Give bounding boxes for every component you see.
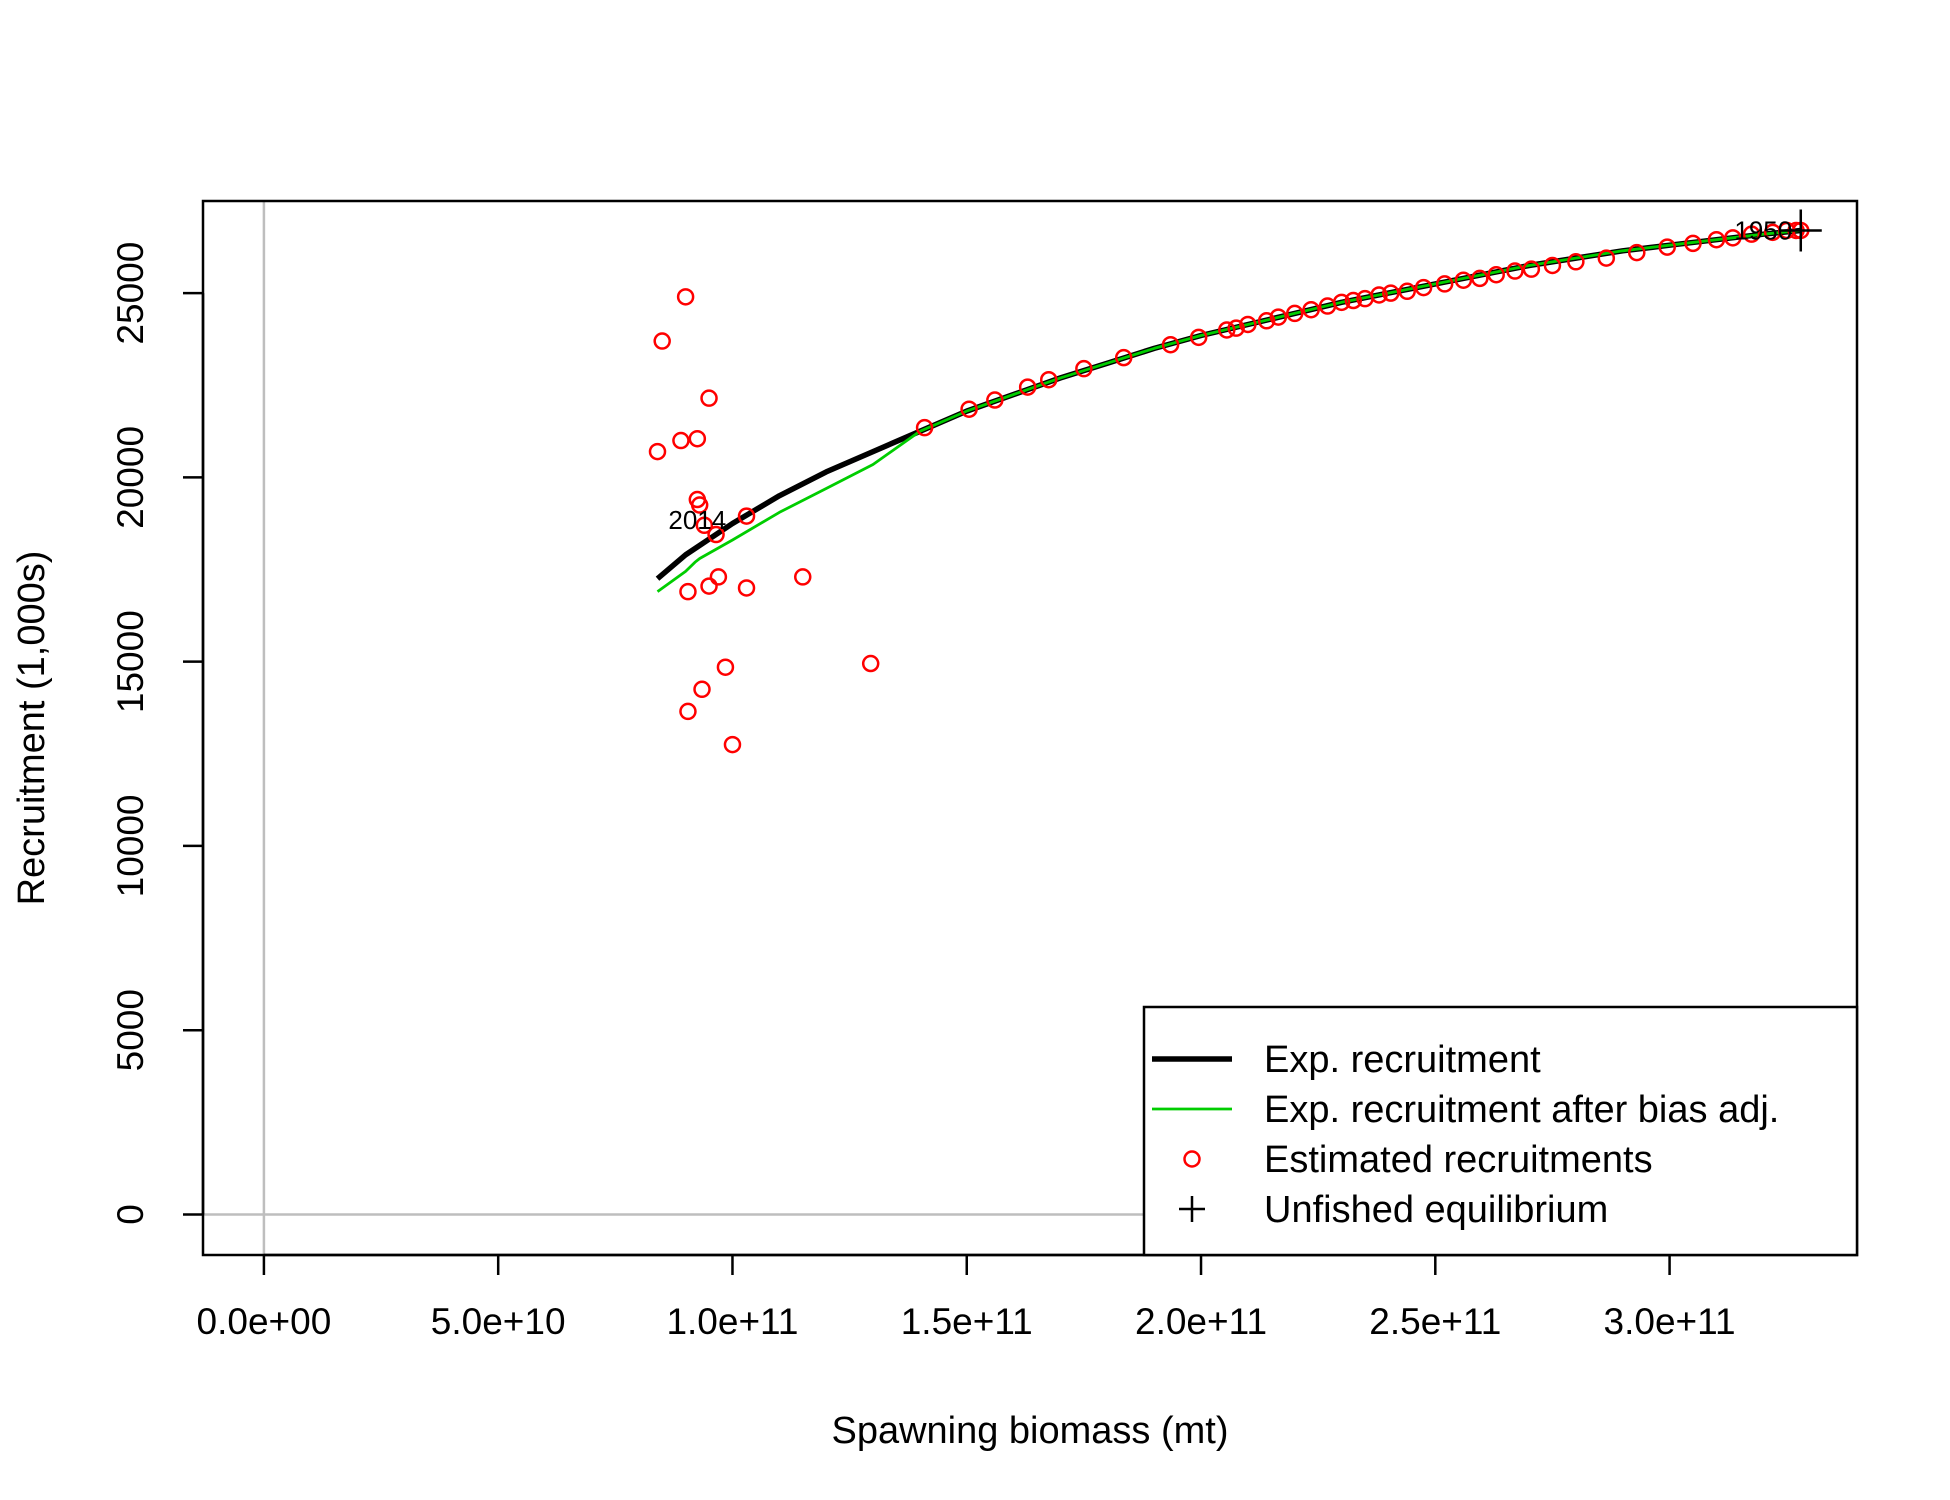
recruitment-point [676, 288, 695, 306]
recruitment-point [1269, 308, 1288, 326]
x-tick-label: 1.0e+11 [666, 1301, 798, 1342]
recruitment-point [693, 680, 711, 699]
x-tick-label: 0.0e+00 [197, 1301, 332, 1342]
recruitment-point [716, 658, 735, 676]
recruitment-point [1742, 225, 1761, 243]
legend-entry-label: Exp. recruitment after bias adj. [1264, 1089, 1779, 1131]
x-tick-label: 5.0e+10 [431, 1301, 566, 1342]
recruitment-point [1487, 265, 1505, 284]
recruitment-point [1239, 315, 1257, 334]
recruitment-point [1018, 378, 1037, 396]
y-tick-label: 15000 [110, 610, 151, 713]
recruitment-point [1398, 282, 1416, 301]
recruitment-point [737, 507, 756, 525]
recruitment-point [737, 579, 756, 597]
year-annotation: 2014 [668, 505, 726, 535]
recruitment-point [700, 577, 718, 595]
recruitment-point [1285, 304, 1304, 323]
recruitment-point [723, 735, 742, 754]
recruitment-point [1189, 328, 1208, 347]
recruitment-point [960, 400, 978, 418]
recruitment-point [672, 431, 690, 450]
recruitment-point [1227, 319, 1245, 337]
y-tick-label: 25000 [110, 242, 151, 345]
legend-box [1142, 1005, 1859, 1257]
recruitment-point [794, 568, 812, 586]
recruitment-point [653, 332, 671, 350]
legend-symbol-circle [1183, 1150, 1201, 1168]
recruitment-point [1302, 300, 1320, 319]
recruitment-point [1684, 234, 1702, 253]
recruitment-point [1724, 229, 1742, 247]
y-tick-label: 0 [110, 1204, 151, 1225]
legend-symbol-plus [1179, 1196, 1205, 1222]
x-axis: 0.0e+00 5.0e+10 1.0e+11 1.5e+11 2.0e+11 2.5e+… [197, 1253, 1736, 1342]
y-tick-label: 20000 [110, 426, 151, 529]
recruitment-point [1332, 293, 1351, 312]
recruitment-point [707, 525, 725, 544]
recruitment-point [1567, 253, 1585, 271]
series-line [656, 229, 1801, 593]
recruitment-point [1344, 291, 1363, 310]
x-axis-label: Spawning biomass (mt) [831, 1410, 1228, 1452]
recruitment-point [1039, 370, 1058, 389]
recruitment-point [915, 418, 934, 437]
y-tick-label: 10000 [110, 794, 151, 897]
x-tick-label: 2.5e+11 [1369, 1301, 1501, 1342]
recruitment-point [1658, 238, 1676, 256]
recruitment-point [1522, 260, 1541, 278]
recruitment-point [690, 496, 709, 514]
recruitment-point [679, 702, 697, 721]
y-axis-label: Recruitment (1,000s) [11, 551, 53, 906]
legend-entry-label: Unfished equilibrium [1264, 1189, 1608, 1231]
recruitment-point [679, 582, 697, 601]
recruitment-point [1382, 284, 1400, 302]
recruitment-point [1075, 359, 1093, 378]
unfished-equilibrium-marker [1779, 209, 1822, 252]
recruitment-point [709, 568, 728, 586]
legend-entry-label: Exp. recruitment [1264, 1039, 1541, 1081]
recruitment-point [700, 389, 718, 407]
recruitment-point [986, 391, 1004, 409]
year-annotation: 1950 [1734, 215, 1792, 245]
recruitment-point [695, 516, 714, 535]
recruitment-point [1454, 271, 1473, 289]
recruitment-point [1597, 249, 1616, 267]
series-layer [648, 209, 1822, 754]
recruitment-point [1370, 286, 1388, 304]
recruitment-point [1707, 230, 1726, 249]
recruitment-point [688, 429, 707, 448]
series-line [655, 227, 1802, 581]
recruitment-point [1161, 335, 1180, 354]
recruitment-point [1414, 278, 1433, 297]
recruitment-point [1435, 275, 1454, 293]
recruitment-point [1257, 312, 1276, 330]
recruitment-point [1628, 243, 1646, 262]
annotations: 2014 1950 [668, 215, 1792, 534]
recruitment-point [1543, 256, 1562, 275]
recruitment-point [1471, 269, 1489, 288]
y-tick-label: 5000 [110, 989, 151, 1071]
recruitment-point [861, 654, 880, 673]
recruitment-point [1114, 348, 1133, 367]
x-tick-label: 3.0e+11 [1604, 1301, 1736, 1342]
y-axis: 0 5000 10000 15000 20000 25000 [110, 242, 205, 1225]
x-tick-label: 2.0e+11 [1135, 1301, 1267, 1342]
legend: Exp. recruitment Exp. recruitment after b… [1142, 1005, 1859, 1257]
recruitment-point [1506, 262, 1524, 280]
x-tick-label: 1.5e+11 [901, 1301, 1033, 1342]
recruitment-point [1218, 321, 1236, 339]
legend-entry-label: Estimated recruitments [1264, 1139, 1653, 1181]
recruitment-point [648, 442, 667, 461]
